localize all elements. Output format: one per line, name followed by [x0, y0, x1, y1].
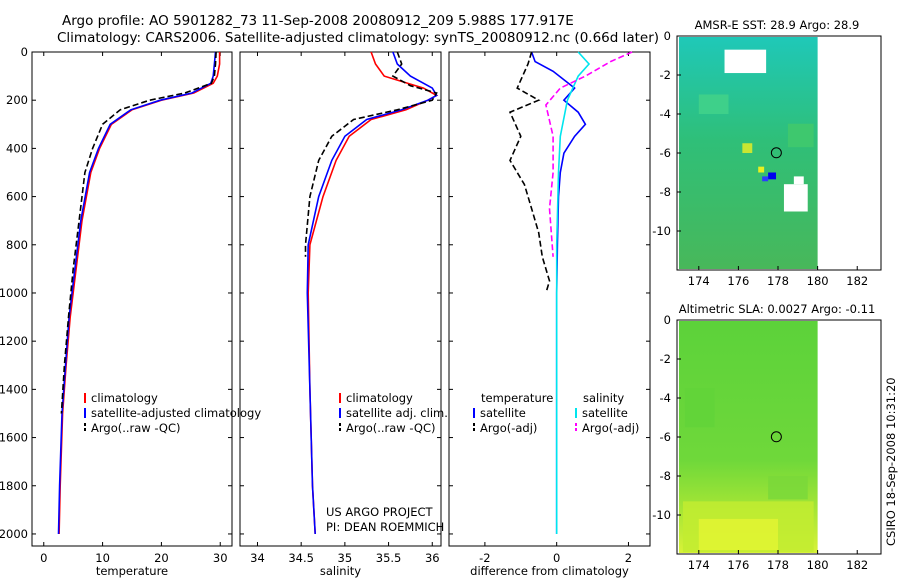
temperature-profile-axes-box: [31, 51, 233, 547]
salinity-profile-series-satellite-adj-clim-: [306, 51, 438, 535]
depth-tick-label: 200: [6, 93, 28, 107]
salinity-legend-item: Argo(..raw -QC): [346, 421, 436, 435]
amsr-e-sst-map-y-tick-label: -2: [660, 68, 671, 82]
altimetric-sla-map-x-tick-label: 178: [767, 558, 789, 572]
difference-legend-temperature-header: temperature: [481, 391, 553, 405]
difference-profile-series-salinity-argo-adj-: [545, 51, 633, 257]
altimetric-sla-map-y-tick-label: -4: [660, 391, 671, 405]
difference-profile-x-tick-label: -2: [479, 551, 490, 565]
salinity-profile-x-tick-label: 35.5: [376, 551, 402, 565]
pi-label: PI: DEAN ROEMMICH: [326, 520, 444, 534]
salinity-profile-x-tick-label: 36: [425, 551, 440, 565]
difference-profile-x-tick-label: 0: [553, 551, 560, 565]
sst-land-mask: [793, 176, 804, 185]
figure-title-line-2: Climatology: CARS2006. Satellite-adjuste…: [57, 30, 660, 46]
temperature-profile-x-tick-label: 20: [154, 551, 169, 565]
salinity-profile-x-label: salinity: [320, 564, 361, 578]
salinity-legend-item: satellite adj. clim.: [346, 406, 448, 420]
difference-profile-x-tick-label: 2: [625, 551, 632, 565]
amsr-e-sst-map-y-tick-label: -4: [660, 107, 671, 121]
depth-tick-label: 2000: [0, 527, 28, 541]
salinity-profile-x-tick-label: 34: [250, 551, 265, 565]
depth-tick-label: 400: [6, 141, 28, 155]
altimetric-sla-map-y-tick-label: 0: [664, 313, 671, 327]
figure-title-line-1: Argo profile: AO 5901282_73 11-Sep-2008 …: [62, 13, 574, 29]
altimetric-sla-map-y-tick-label: -10: [652, 508, 671, 522]
amsr-e-sst-map-x-tick-label: 178: [767, 274, 789, 288]
difference-legend-sal-argo: Argo(-adj): [582, 421, 639, 435]
temperature-legend-item: satellite-adjusted climatology: [91, 406, 261, 420]
difference-legend-salinity-header: salinity: [583, 391, 624, 405]
depth-tick-label: 800: [6, 238, 28, 252]
salinity-profile-axes-box: [239, 51, 442, 547]
sst-land-mask: [724, 49, 767, 74]
depth-tick-label: 1800: [0, 479, 28, 493]
sst-patch: [762, 176, 769, 182]
amsr-e-sst-map-x-tick-label: 174: [688, 274, 710, 288]
altimetric-sla-map-y-tick-label: -8: [660, 469, 671, 483]
altimetric-sla-map-x-tick-label: 174: [688, 558, 710, 572]
difference-legend-temp-satellite: satellite: [480, 406, 526, 420]
difference-profile-x-label: difference from climatology: [470, 564, 629, 578]
sst-patch: [698, 94, 729, 114]
sst-patch: [758, 166, 765, 173]
difference-legend-temp-argo: Argo(-adj): [480, 421, 537, 435]
sst-patch: [768, 172, 777, 180]
salinity-profile-series-argo-raw-qc-: [304, 51, 438, 257]
sst-land-mask: [783, 184, 808, 212]
salinity-profile-x-tick-label: 35: [338, 551, 353, 565]
altimetric-sla-map-y-tick-label: -2: [660, 352, 671, 366]
difference-profile-series-temperature-argo-adj-: [508, 51, 551, 294]
amsr-e-sst-map-y-tick-label: -8: [660, 185, 671, 199]
salinity-profile-x-tick-label: 34.5: [288, 551, 314, 565]
sla-patch: [768, 476, 808, 500]
sla-patch: [698, 518, 779, 551]
sst-patch: [742, 143, 753, 153]
altimetric-sla-map-x-tick-label: 180: [807, 558, 829, 572]
amsr-e-sst-map-y-tick-label: -6: [660, 146, 671, 160]
depth-tick-label: 1400: [0, 382, 28, 396]
depth-tick-label: 1000: [0, 286, 28, 300]
temperature-profile-x-label: temperature: [96, 564, 168, 578]
temperature-profile-x-tick-label: 0: [40, 551, 47, 565]
difference-profile-axes-box: [448, 51, 651, 547]
altimetric-sla-map-x-tick-label: 182: [846, 558, 868, 572]
altimetric-sla-map-title: Altimetric SLA: 0.0027 Argo: -0.11: [679, 302, 876, 316]
argo-location-marker: [770, 431, 782, 443]
temperature-profile-x-tick-label: 30: [213, 551, 228, 565]
temperature-profile-x-tick-label: 10: [95, 551, 110, 565]
depth-tick-label: 1200: [0, 334, 28, 348]
depth-tick-label: 1600: [0, 431, 28, 445]
amsr-e-sst-map-x-tick-label: 180: [807, 274, 829, 288]
amsr-e-sst-map-y-tick-label: -10: [652, 224, 671, 238]
project-label: US ARGO PROJECT: [326, 505, 434, 519]
depth-tick-label: 600: [6, 190, 28, 204]
difference-legend-sal-satellite: satellite: [582, 406, 628, 420]
amsr-e-sst-map-title: AMSR-E SST: 28.9 Argo: 28.9: [695, 18, 860, 32]
argo-location-marker: [770, 147, 782, 159]
temperature-profile-series-argo-raw-qc-: [60, 51, 217, 414]
amsr-e-sst-map-x-tick-label: 182: [846, 274, 868, 288]
salinity-legend-item: climatology: [346, 391, 413, 405]
amsr-e-sst-map-x-tick-label: 176: [727, 274, 749, 288]
temperature-legend-item: Argo(..raw -QC): [91, 421, 181, 435]
difference-profile-series-salinity-satellite: [555, 51, 591, 534]
depth-tick-label: 0: [21, 45, 28, 59]
amsr-e-sst-map-y-tick-label: 0: [664, 29, 671, 43]
sst-patch: [787, 123, 814, 148]
altimetric-sla-map-y-tick-label: -6: [660, 430, 671, 444]
temperature-legend-item: climatology: [91, 391, 158, 405]
side-timestamp-label: CSIRO 18-Sep-2008 10:31:20: [884, 377, 898, 546]
altimetric-sla-map-x-tick-label: 176: [727, 558, 749, 572]
sla-patch: [684, 388, 715, 428]
